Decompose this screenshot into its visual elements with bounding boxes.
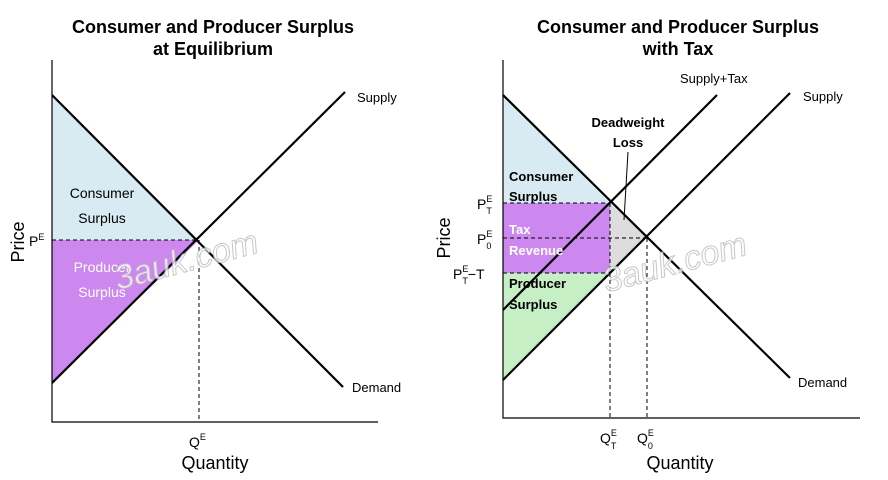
consumer-surplus-label: Consumer (70, 185, 135, 201)
deadweight-loss-label: Loss (613, 135, 643, 150)
demand-label: Demand (352, 380, 401, 395)
title: Consumer and Producer Surplus (537, 17, 819, 37)
tax-revenue-label: Tax (509, 222, 531, 237)
quantity-tick: QE (189, 432, 206, 450)
consumer-surplus-label: Surplus (78, 210, 125, 226)
deadweight-loss-area (610, 203, 647, 273)
demand-line (51, 94, 344, 388)
supply-line (502, 92, 791, 381)
price-tick: PE (29, 232, 44, 249)
pointer (623, 151, 629, 221)
demand-label: Demand (798, 375, 847, 390)
axes (502, 60, 860, 419)
title: at Equilibrium (153, 39, 273, 59)
supply-label: Supply (803, 89, 843, 104)
right-panel: Consumer and Producer Surplus with Tax S… (434, 17, 860, 473)
x-axis-label: Quantity (646, 453, 713, 473)
price-tick: PE T (477, 194, 492, 216)
consumer-surplus-label: Surplus (509, 189, 557, 204)
supply-line (51, 91, 346, 384)
producer-surplus-label: Surplus (509, 297, 557, 312)
consumer-surplus-label: Consumer (509, 169, 573, 184)
title: with Tax (642, 39, 714, 59)
axes (51, 60, 378, 423)
deadweight-loss-label: Deadweight (592, 115, 666, 130)
producer-surplus-label: Surplus (78, 284, 125, 300)
producer-surplus-label: Producer (509, 276, 566, 291)
supply-label: Supply (357, 90, 397, 105)
left-panel: Consumer and Producer Surplus at Equilib… (8, 17, 401, 473)
quantity-tick: QE T (600, 428, 617, 451)
title: Consumer and Producer Surplus (72, 17, 354, 37)
supply-tax-label: Supply+Tax (680, 71, 748, 86)
quantity-tick: QE 0 (637, 428, 654, 451)
producer-surplus-label: Producer (74, 259, 131, 275)
y-axis-label: Price (8, 221, 28, 262)
y-axis-label: Price (434, 217, 454, 258)
x-axis-label: Quantity (181, 453, 248, 473)
tax-revenue-label: Revenue (509, 243, 563, 258)
price-tick: PE 0 (477, 229, 492, 251)
price-tick: PE T−T (453, 264, 485, 286)
